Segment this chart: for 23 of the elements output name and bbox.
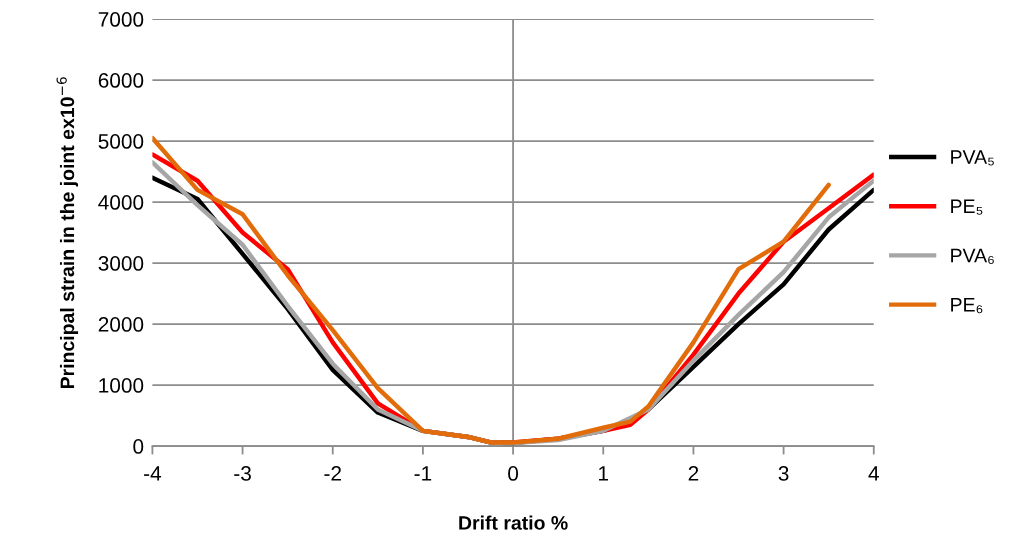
y-tick-label: 3000: [98, 256, 144, 271]
legend-label: PVA₆: [951, 248, 994, 264]
y-tick-label: 6000: [98, 73, 144, 88]
legend-label: PVA₅: [951, 150, 994, 166]
y-tick-label: 2000: [98, 317, 144, 332]
x-axis-title: Drift ratio %: [459, 515, 568, 530]
x-tick-label: 1: [599, 466, 609, 481]
legend-label: PE₅: [951, 199, 983, 215]
y-tick-label: 1000: [99, 378, 144, 393]
y-tick-label: 0: [133, 439, 144, 454]
x-tick-label: 0: [508, 466, 519, 481]
y-axis-title: Principal strain in the joint ex10$^{−6}$: [56, 77, 79, 389]
x-tick-label: -4: [144, 466, 162, 481]
y-tick-label: 4000: [98, 195, 144, 210]
x-tick-label: -2: [324, 466, 341, 481]
x-tick-label: 3: [778, 466, 789, 481]
y-tick-label: 7000: [98, 12, 144, 27]
x-tick-label: -1: [414, 466, 432, 481]
x-tick-label: 2: [688, 466, 699, 481]
x-tick-label: 4: [868, 466, 879, 481]
legend-label: PE₆: [951, 298, 983, 314]
x-tick-label: -3: [234, 466, 251, 481]
y-tick-label: 5000: [98, 134, 144, 149]
